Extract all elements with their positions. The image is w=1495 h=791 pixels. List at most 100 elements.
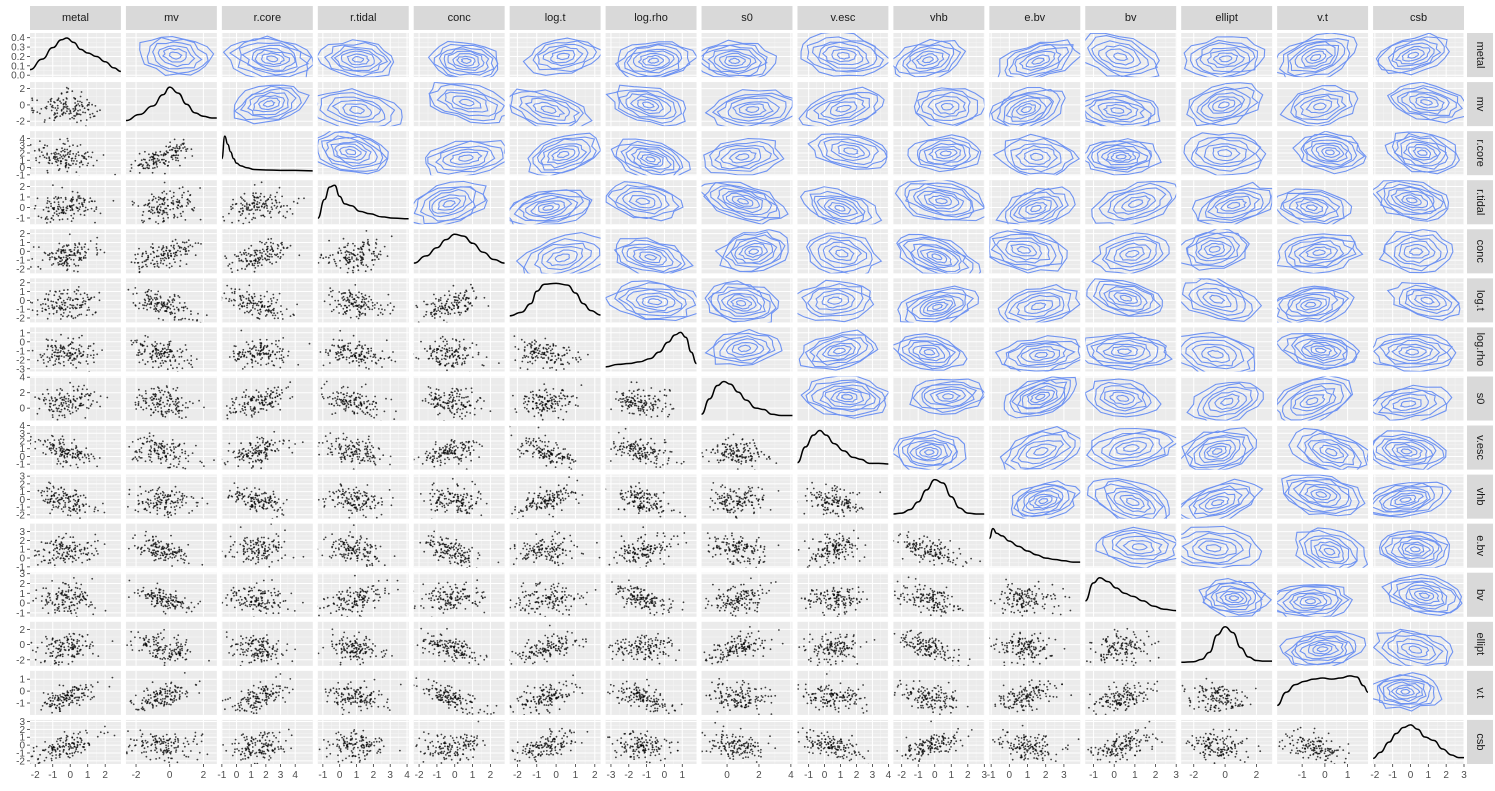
scatter-point: [58, 242, 61, 245]
scatter-point: [358, 314, 361, 317]
scatter-point: [171, 156, 173, 159]
scatter-point: [163, 152, 166, 155]
scatter-point: [85, 360, 88, 363]
scatter-point: [348, 301, 350, 303]
density-contour: [728, 57, 741, 65]
scatter-point: [392, 351, 394, 353]
density-contour: [1005, 240, 1043, 261]
scatter-point: [354, 254, 357, 257]
scatter-point: [62, 112, 65, 115]
scatter-point: [60, 249, 62, 251]
scatter-point: [55, 301, 57, 304]
scatter-point: [77, 151, 80, 154]
density-contour: [1407, 143, 1438, 161]
scatter-point: [62, 142, 65, 145]
scatter-point: [228, 212, 230, 215]
scatter-point: [266, 199, 268, 202]
scatter-point: [244, 217, 247, 220]
scatter-point: [379, 357, 382, 359]
scatter-point: [386, 255, 389, 257]
scatter-point: [248, 302, 251, 305]
scatter-point: [43, 353, 46, 355]
scatter-point: [160, 154, 163, 156]
scatter-point: [62, 102, 65, 105]
scatter-point: [286, 210, 288, 213]
scatter-point: [38, 246, 40, 249]
scatter-point: [48, 157, 51, 160]
scatter-point: [87, 347, 90, 350]
scatter-point: [172, 202, 175, 205]
scatter-point: [50, 251, 53, 254]
scatter-point: [78, 353, 81, 355]
scatter-point: [231, 291, 234, 294]
scatter-point: [160, 301, 163, 303]
scatter-point: [72, 259, 75, 261]
scatter-point: [255, 253, 258, 256]
scatter-point: [66, 110, 68, 113]
scatter-point: [56, 99, 59, 102]
scatter-point: [364, 344, 366, 346]
scatter-point: [93, 210, 96, 213]
scatter-point: [151, 171, 154, 174]
scatter-point: [78, 344, 81, 346]
scatter-point: [166, 307, 168, 310]
scatter-point: [263, 295, 266, 298]
scatter-point: [36, 359, 39, 362]
scatter-point: [281, 318, 284, 320]
scatter-point: [359, 311, 361, 314]
scatter-point: [374, 255, 376, 257]
scatter-point: [78, 195, 81, 197]
scatter-point: [172, 207, 175, 210]
scatter-point: [161, 203, 164, 206]
scatter-point: [75, 366, 78, 369]
panel-contour-r.core-log.t: [509, 131, 601, 176]
scatter-point: [279, 310, 282, 313]
scatter-point: [340, 346, 343, 349]
scatter-point: [184, 305, 187, 308]
scatter-point: [317, 262, 320, 264]
scatter-point: [74, 352, 76, 355]
scatter-point: [164, 347, 166, 350]
scatter-point: [50, 152, 53, 155]
scatter-point: [158, 301, 161, 304]
scatter-point: [483, 296, 486, 299]
density-contour: [827, 296, 843, 305]
density-contour: [556, 150, 570, 159]
scatter-point: [249, 255, 252, 258]
scatter-point: [154, 197, 157, 200]
density-contour: [1407, 51, 1420, 59]
scatter-point: [348, 291, 351, 294]
scatter-point: [194, 242, 197, 245]
scatter-point: [62, 154, 65, 157]
scatter-point: [168, 353, 170, 356]
row-strip-text: mv: [1474, 97, 1486, 112]
scatter-point: [361, 245, 364, 248]
scatter-point: [217, 253, 219, 255]
scatter-point: [63, 352, 66, 354]
density-contour: [1303, 301, 1317, 308]
scatter-point: [141, 353, 144, 355]
scatter-point: [46, 222, 48, 224]
scatter-point: [168, 161, 170, 163]
scatter-point: [225, 257, 228, 260]
density-contour: [639, 153, 661, 166]
scatter-point: [148, 164, 151, 167]
scatter-point: [361, 298, 364, 301]
scatter-point: [152, 250, 155, 253]
scatter-point: [73, 160, 75, 162]
scatter-point: [79, 213, 82, 216]
scatter-point: [74, 316, 77, 319]
density-contour: [805, 91, 879, 127]
scatter-point: [57, 97, 60, 100]
panel-contour-conc-ellipt: [1181, 229, 1273, 274]
scatter-point: [260, 306, 263, 308]
scatter-point: [296, 202, 299, 205]
scatter-point: [176, 366, 178, 369]
density-contour: [821, 293, 850, 309]
scatter-point: [177, 309, 180, 312]
scatter-point: [59, 100, 61, 103]
scatter-point: [72, 110, 75, 113]
scatter-point: [339, 259, 341, 262]
density-contour: [1016, 294, 1061, 318]
scatter-point: [152, 263, 155, 266]
